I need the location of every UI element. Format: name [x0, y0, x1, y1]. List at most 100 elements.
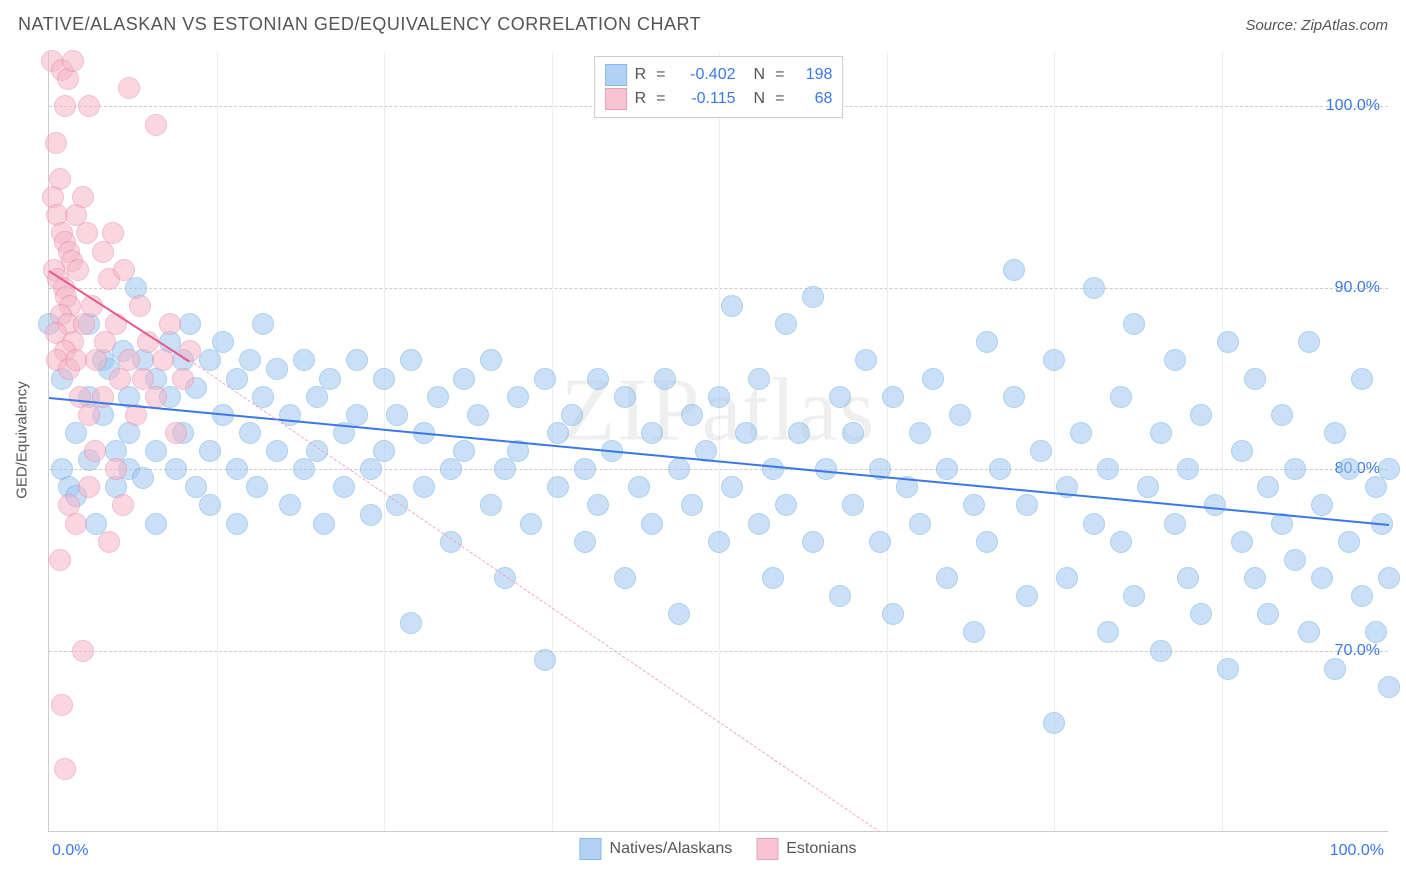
data-point: [65, 349, 87, 371]
x-gridline: [719, 52, 720, 831]
data-point: [936, 567, 958, 589]
data-point: [1003, 386, 1025, 408]
data-point: [400, 349, 422, 371]
legend-stats-row: R=-0.115N=68: [605, 87, 833, 111]
data-point: [98, 531, 120, 553]
data-point: [467, 404, 489, 426]
data-point: [360, 504, 382, 526]
data-point: [976, 331, 998, 353]
data-point: [293, 458, 315, 480]
legend-swatch: [605, 64, 627, 86]
legend-n-value: 198: [792, 63, 832, 87]
data-point: [708, 531, 730, 553]
data-point: [775, 313, 797, 335]
data-point: [963, 494, 985, 516]
data-point: [1204, 494, 1226, 516]
data-point: [748, 368, 770, 390]
data-point: [963, 621, 985, 643]
data-point: [480, 494, 502, 516]
data-point: [306, 386, 328, 408]
data-point: [574, 531, 596, 553]
data-point: [226, 458, 248, 480]
data-point: [1257, 476, 1279, 498]
x-gridline: [887, 52, 888, 831]
data-point: [829, 585, 851, 607]
data-point: [547, 476, 569, 498]
data-point: [413, 476, 435, 498]
data-point: [855, 349, 877, 371]
data-point: [1164, 349, 1186, 371]
data-point: [1123, 313, 1145, 335]
data-point: [145, 513, 167, 535]
data-point: [1083, 513, 1105, 535]
y-tick-label: 70.0%: [1335, 642, 1380, 660]
data-point: [1324, 422, 1346, 444]
data-point: [1324, 658, 1346, 680]
data-point: [681, 494, 703, 516]
data-point: [1016, 494, 1038, 516]
data-point: [62, 50, 84, 72]
data-point: [1110, 386, 1132, 408]
data-point: [152, 349, 174, 371]
trend-line: [189, 360, 880, 832]
data-point: [1164, 513, 1186, 535]
data-point: [54, 95, 76, 117]
data-point: [1097, 621, 1119, 643]
data-point: [440, 458, 462, 480]
data-point: [654, 368, 676, 390]
x-tick-label-min: 0.0%: [52, 842, 88, 860]
data-point: [936, 458, 958, 480]
data-point: [346, 404, 368, 426]
data-point: [105, 313, 127, 335]
data-point: [788, 422, 810, 444]
data-point: [1177, 567, 1199, 589]
data-point: [1083, 277, 1105, 299]
data-point: [534, 649, 556, 671]
data-point: [909, 422, 931, 444]
data-point: [1150, 640, 1172, 662]
data-point: [165, 458, 187, 480]
data-point: [346, 349, 368, 371]
data-point: [1338, 458, 1360, 480]
data-point: [1351, 368, 1373, 390]
data-point: [762, 458, 784, 480]
legend-stats-row: R=-0.402N=198: [605, 63, 833, 87]
data-point: [72, 186, 94, 208]
data-point: [45, 132, 67, 154]
legend-r-label: R: [635, 87, 647, 111]
data-point: [313, 513, 335, 535]
data-point: [246, 476, 268, 498]
legend-n-label: N: [754, 63, 766, 87]
data-point: [400, 612, 422, 634]
data-point: [494, 458, 516, 480]
data-point: [949, 404, 971, 426]
data-point: [574, 458, 596, 480]
data-point: [802, 531, 824, 553]
data-point: [252, 313, 274, 335]
data-point: [145, 386, 167, 408]
data-point: [1150, 422, 1172, 444]
legend-series: Natives/AlaskansEstonians: [580, 838, 857, 860]
data-point: [1298, 331, 1320, 353]
data-point: [614, 567, 636, 589]
data-point: [226, 513, 248, 535]
data-point: [1043, 712, 1065, 734]
data-point: [735, 422, 757, 444]
legend-swatch: [580, 838, 602, 860]
data-point: [641, 513, 663, 535]
data-point: [113, 259, 135, 281]
data-point: [882, 603, 904, 625]
data-point: [1056, 567, 1078, 589]
data-point: [534, 368, 556, 390]
data-point: [1378, 567, 1400, 589]
data-point: [1231, 531, 1253, 553]
data-point: [547, 422, 569, 444]
data-point: [266, 440, 288, 462]
chart-title: NATIVE/ALASKAN VS ESTONIAN GED/EQUIVALEN…: [18, 14, 701, 35]
data-point: [1137, 476, 1159, 498]
data-point: [118, 77, 140, 99]
data-point: [1123, 585, 1145, 607]
data-point: [373, 440, 395, 462]
data-point: [480, 349, 502, 371]
legend-eq: =: [656, 87, 665, 111]
